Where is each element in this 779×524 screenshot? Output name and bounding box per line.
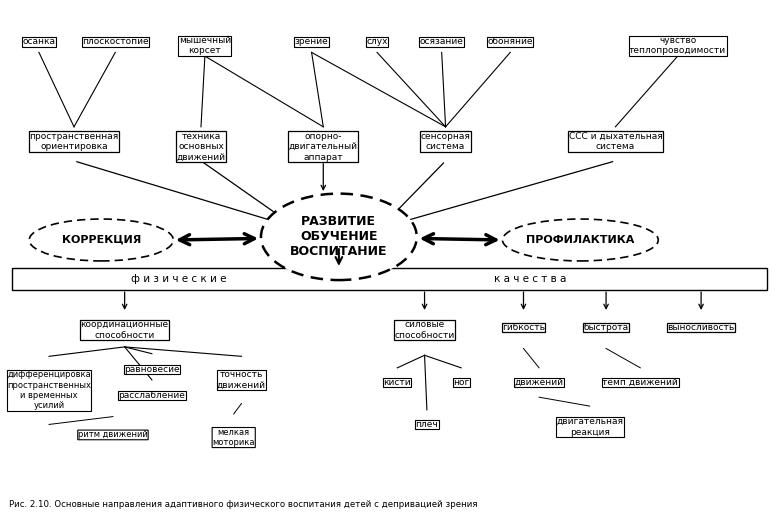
Text: расслабление: расслабление xyxy=(118,391,185,400)
Ellipse shape xyxy=(261,193,417,280)
Text: равновесие: равновесие xyxy=(124,365,180,374)
Text: силовые
способности: силовые способности xyxy=(394,320,455,340)
Text: пространственная
ориентировка: пространственная ориентировка xyxy=(30,132,118,151)
Text: ПРОФИЛАКТИКА: ПРОФИЛАКТИКА xyxy=(526,235,635,245)
Text: быстрота: быстрота xyxy=(583,323,629,332)
Text: ССС и дыхательная
система: ССС и дыхательная система xyxy=(569,132,662,151)
Text: опорно-
двигательный
аппарат: опорно- двигательный аппарат xyxy=(289,132,358,161)
Text: к а ч е с т в а: к а ч е с т в а xyxy=(494,274,566,285)
Ellipse shape xyxy=(502,219,658,261)
Text: зрение: зрение xyxy=(294,37,329,47)
Text: плеч: плеч xyxy=(415,420,439,429)
Text: темп движений: темп движений xyxy=(602,378,679,387)
Text: КОРРЕКЦИЯ: КОРРЕКЦИЯ xyxy=(62,235,141,245)
Text: техника
основных
движений: техника основных движений xyxy=(177,132,225,161)
Text: мелкая
моторика: мелкая моторика xyxy=(213,428,255,447)
Text: слух: слух xyxy=(366,37,388,47)
Text: гибкость: гибкость xyxy=(502,323,545,332)
Text: осанка: осанка xyxy=(23,37,55,47)
Text: чувство
теплопроводимости: чувство теплопроводимости xyxy=(629,36,726,56)
Text: Рис. 2.10. Основные направления адаптивного физического воспитания детей с депри: Рис. 2.10. Основные направления адаптивн… xyxy=(9,500,478,509)
Text: двигательная
реакция: двигательная реакция xyxy=(556,417,623,437)
Text: осязание: осязание xyxy=(420,37,464,47)
Text: точность
движений: точность движений xyxy=(217,370,266,390)
Text: ног: ног xyxy=(453,378,470,387)
Text: ритм движений: ритм движений xyxy=(78,430,148,440)
Text: сенсорная
система: сенсорная система xyxy=(421,132,471,151)
Text: мышечный
корсет: мышечный корсет xyxy=(179,36,231,56)
Text: кисти: кисти xyxy=(383,378,411,387)
Text: плоскостопие: плоскостопие xyxy=(82,37,149,47)
Text: дифференцировка
пространственных
и временных
усилий: дифференцировка пространственных и време… xyxy=(7,370,91,410)
Text: выносливость: выносливость xyxy=(668,323,735,332)
Text: РАЗВИТИЕ
ОБУЧЕНИЕ
ВОСПИТАНИЕ: РАЗВИТИЕ ОБУЧЕНИЕ ВОСПИТАНИЕ xyxy=(290,215,388,258)
Text: обоняние: обоняние xyxy=(488,37,533,47)
FancyBboxPatch shape xyxy=(12,268,767,290)
Text: движений: движений xyxy=(515,378,563,387)
Text: ф и з и ч е с к и е: ф и з и ч е с к и е xyxy=(132,274,227,285)
Text: координационные
способности: координационные способности xyxy=(80,320,169,340)
Ellipse shape xyxy=(30,219,173,261)
